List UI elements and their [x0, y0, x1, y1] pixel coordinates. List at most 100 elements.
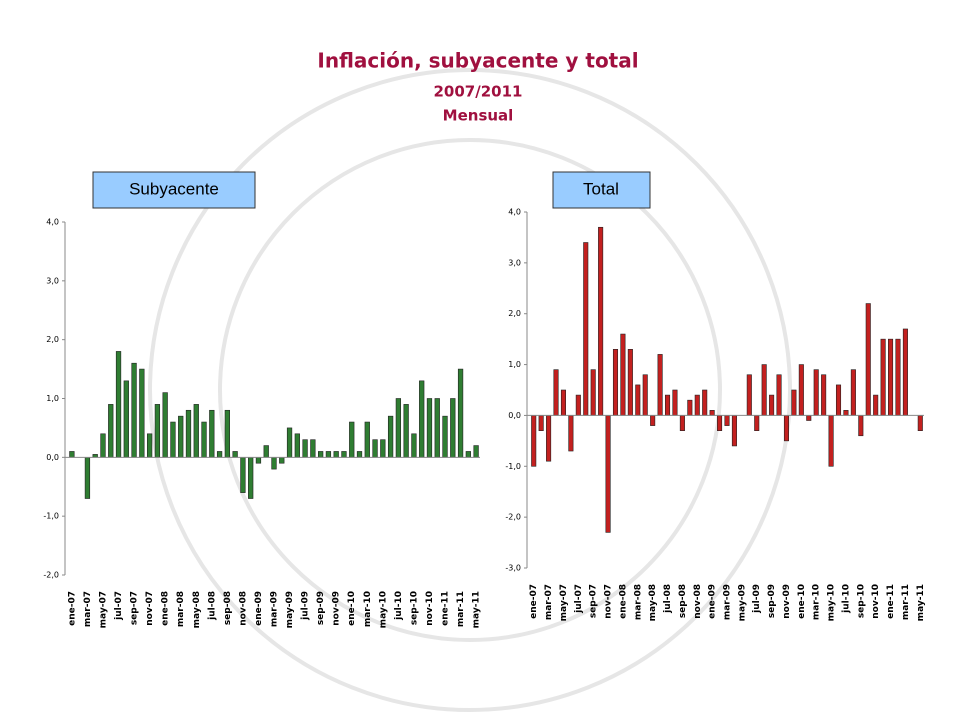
bar — [583, 242, 589, 416]
bar — [209, 409, 215, 458]
bar — [178, 415, 184, 458]
bar — [791, 389, 797, 416]
x-tick-label: mar-11 — [901, 584, 911, 620]
bar — [783, 415, 790, 442]
x-tick-label: ene-09 — [254, 591, 264, 626]
y-tick-label: 0,0 — [508, 411, 521, 420]
bar — [531, 415, 537, 467]
x-tick-label: ene-10 — [347, 591, 357, 626]
x-tick-label: sep-10 — [409, 591, 419, 625]
x-tick-label: ene-08 — [618, 584, 628, 619]
x-tick-label: may-09 — [285, 591, 295, 628]
bar — [139, 368, 145, 458]
bar — [709, 410, 715, 416]
x-tick-label: sep-10 — [856, 584, 866, 618]
subtitle: 2007/2011 — [434, 83, 523, 101]
bar — [657, 354, 663, 416]
x-tick-label: nov-09 — [332, 591, 342, 626]
bar — [553, 369, 559, 416]
bar — [888, 338, 894, 416]
bar — [403, 404, 409, 458]
x-tick-label: jul-10 — [841, 584, 851, 614]
bar — [679, 415, 685, 431]
x-tick-label: sep-09 — [767, 584, 777, 618]
bar — [672, 389, 678, 416]
bar — [457, 368, 464, 458]
y-tick-label: 3,0 — [46, 276, 59, 285]
x-tick-label: mar-10 — [363, 591, 373, 627]
chart-title-box — [92, 171, 256, 209]
watermark-ring — [218, 138, 722, 642]
chart-title-box — [552, 171, 651, 209]
bar — [325, 451, 332, 458]
y-tick-label: 4,0 — [508, 208, 521, 217]
watermark — [148, 68, 792, 712]
bar — [419, 380, 425, 458]
x-tick-label: jul-09 — [752, 584, 762, 614]
bar — [642, 374, 648, 416]
x-tick-label: jul-07 — [574, 584, 584, 614]
bar — [650, 415, 656, 426]
bar — [724, 415, 730, 426]
bar — [598, 226, 604, 416]
bar — [702, 389, 708, 416]
bar — [232, 451, 238, 458]
bar — [568, 415, 574, 452]
x-tick-label: sep-09 — [316, 591, 326, 625]
bar — [776, 374, 782, 416]
x-tick-label: sep-08 — [678, 584, 688, 618]
bar — [813, 369, 819, 416]
bar — [828, 415, 834, 467]
bar — [115, 351, 122, 458]
x-tick-label: mar-08 — [633, 584, 643, 620]
x-tick-label: nov-07 — [145, 591, 155, 626]
x-tick-label: jul-08 — [207, 591, 217, 621]
x-tick-label: mar-08 — [176, 591, 186, 627]
x-tick-label: may-11 — [472, 591, 482, 628]
bar — [575, 394, 581, 416]
bar — [450, 398, 456, 458]
bar — [442, 415, 448, 458]
bar — [380, 439, 386, 458]
bar — [843, 410, 849, 416]
bar — [538, 415, 544, 431]
bar — [387, 415, 394, 458]
chart-title: Total — [583, 179, 619, 198]
x-tick-label: nov-08 — [238, 591, 248, 626]
bar — [902, 328, 908, 416]
bar — [372, 439, 378, 458]
bar — [302, 439, 308, 458]
y-tick-label: 4,0 — [46, 218, 59, 227]
bar — [434, 398, 440, 458]
bar — [850, 369, 856, 416]
x-tick-label: sep-07 — [130, 591, 140, 625]
bar — [754, 415, 760, 431]
bar — [411, 433, 417, 458]
x-tick-label: may-10 — [827, 584, 837, 621]
y-tick-label: 3,0 — [508, 258, 521, 267]
x-tick-label: ene-10 — [797, 584, 807, 619]
y-tick-label: -1,0 — [505, 462, 521, 471]
bar — [263, 445, 269, 458]
bar — [694, 394, 700, 416]
bar — [835, 384, 842, 416]
bar — [310, 439, 316, 458]
bar — [162, 392, 168, 458]
bar — [286, 427, 293, 458]
note: Mensual — [443, 107, 514, 125]
bar — [123, 380, 129, 458]
y-tick-label: 1,0 — [46, 394, 59, 403]
x-tick-label: nov-08 — [693, 584, 703, 619]
bar — [605, 415, 611, 533]
bar — [185, 409, 192, 458]
bar — [769, 394, 775, 416]
bar — [895, 338, 901, 416]
bar — [216, 451, 223, 458]
bar — [349, 421, 355, 458]
x-tick-label: ene-07 — [67, 591, 77, 626]
bar — [100, 433, 106, 458]
bar — [333, 451, 339, 458]
y-tick-label: -3,0 — [505, 564, 521, 573]
x-tick-label: mar-07 — [544, 584, 554, 620]
x-tick-label: jul-09 — [301, 591, 311, 621]
